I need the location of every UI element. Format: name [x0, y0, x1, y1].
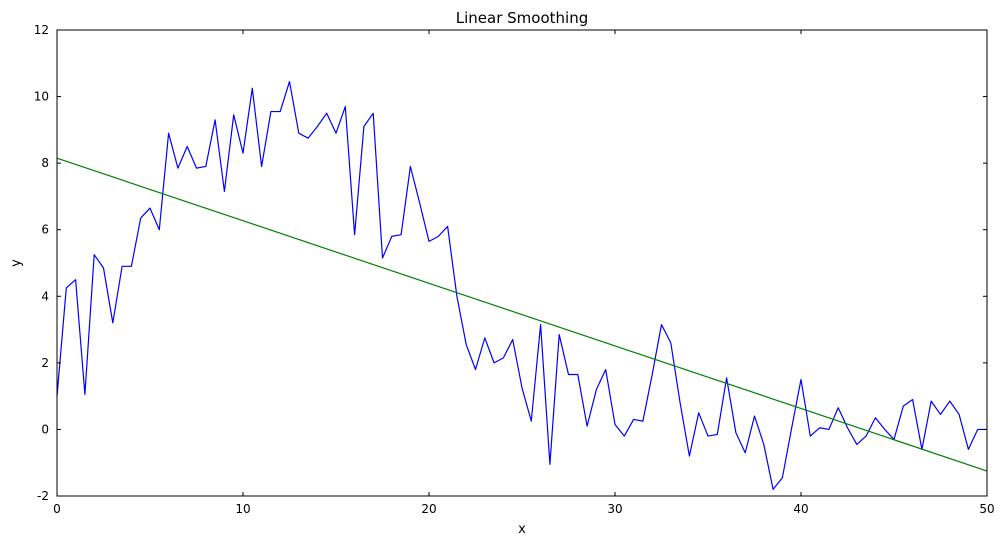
- chart-title: Linear Smoothing: [456, 9, 588, 27]
- x-tick-label: 10: [235, 502, 250, 516]
- y-tick-label: 2: [41, 356, 49, 370]
- y-tick-label: 10: [34, 90, 49, 104]
- y-tick-label: 4: [41, 289, 49, 303]
- y-tick-label: 12: [34, 23, 49, 37]
- y-tick-label: 6: [41, 223, 49, 237]
- y-tick-label: -2: [37, 489, 49, 503]
- plot-frame: [56, 29, 988, 497]
- series-line-1: [56, 157, 988, 472]
- y-tick-label: 8: [41, 156, 49, 170]
- x-axis-label: x: [518, 522, 526, 537]
- y-axis-label: y: [9, 259, 24, 267]
- x-tick-label: 0: [53, 502, 61, 516]
- x-tick-label: 50: [979, 502, 994, 516]
- y-tick-label: 0: [41, 422, 49, 436]
- x-tick-label: 20: [421, 502, 436, 516]
- series-line-0: [56, 80, 987, 490]
- series-layer: [56, 80, 988, 490]
- x-tick-label: 30: [607, 502, 622, 516]
- x-tick-label: 40: [793, 502, 808, 516]
